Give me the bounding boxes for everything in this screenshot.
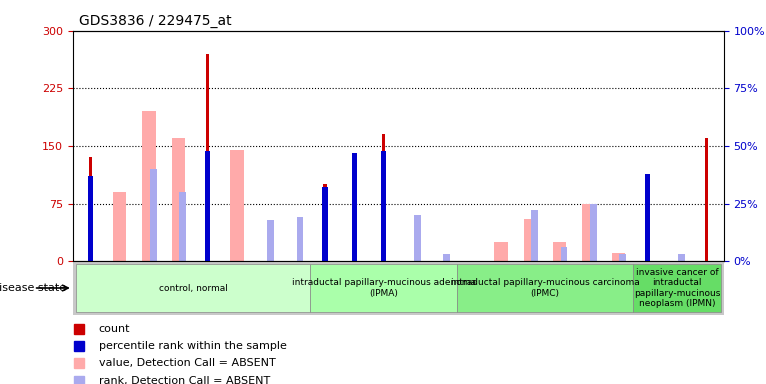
Bar	[205, 151, 211, 261]
Text: disease state: disease state	[0, 283, 67, 293]
Bar	[582, 204, 595, 261]
Bar	[645, 174, 650, 261]
Bar	[172, 138, 185, 261]
Bar	[532, 210, 538, 261]
Text: count: count	[99, 324, 130, 334]
Bar	[590, 204, 597, 261]
Bar	[620, 254, 626, 261]
Text: GDS3836 / 229475_at: GDS3836 / 229475_at	[80, 14, 232, 28]
Bar	[382, 134, 385, 261]
Bar	[179, 192, 186, 261]
Bar	[88, 176, 93, 261]
Text: control, normal: control, normal	[159, 283, 228, 293]
Text: invasive cancer of
intraductal
papillary-mucinous
neoplasm (IPMN): invasive cancer of intraductal papillary…	[633, 268, 720, 308]
Bar	[89, 157, 92, 261]
Text: intraductal papillary-mucinous carcinoma
(IPMC): intraductal papillary-mucinous carcinoma…	[450, 278, 640, 298]
Bar	[612, 253, 625, 261]
Bar	[494, 242, 508, 261]
Text: rank, Detection Call = ABSENT: rank, Detection Call = ABSENT	[99, 376, 270, 384]
Bar	[561, 247, 568, 261]
FancyBboxPatch shape	[310, 264, 457, 312]
Bar	[323, 184, 327, 261]
Bar	[142, 111, 155, 261]
Text: value, Detection Call = ABSENT: value, Detection Call = ABSENT	[99, 358, 276, 368]
Bar	[524, 219, 537, 261]
Bar	[150, 169, 157, 261]
FancyBboxPatch shape	[633, 264, 721, 312]
Bar	[414, 215, 421, 261]
FancyBboxPatch shape	[457, 264, 633, 312]
Bar	[113, 192, 126, 261]
Bar	[231, 150, 244, 261]
Bar	[678, 254, 685, 261]
Bar	[296, 217, 303, 261]
Text: intraductal papillary-mucinous adenoma
(IPMA): intraductal papillary-mucinous adenoma (…	[292, 278, 476, 298]
Bar	[444, 254, 450, 261]
Bar	[705, 138, 708, 261]
FancyBboxPatch shape	[76, 264, 310, 312]
Bar	[646, 192, 650, 261]
Bar	[352, 153, 357, 261]
Text: percentile rank within the sample: percentile rank within the sample	[99, 341, 286, 351]
Bar	[381, 151, 386, 261]
Bar	[322, 187, 328, 261]
Bar	[267, 220, 274, 261]
Bar	[553, 242, 566, 261]
Bar	[206, 54, 209, 261]
